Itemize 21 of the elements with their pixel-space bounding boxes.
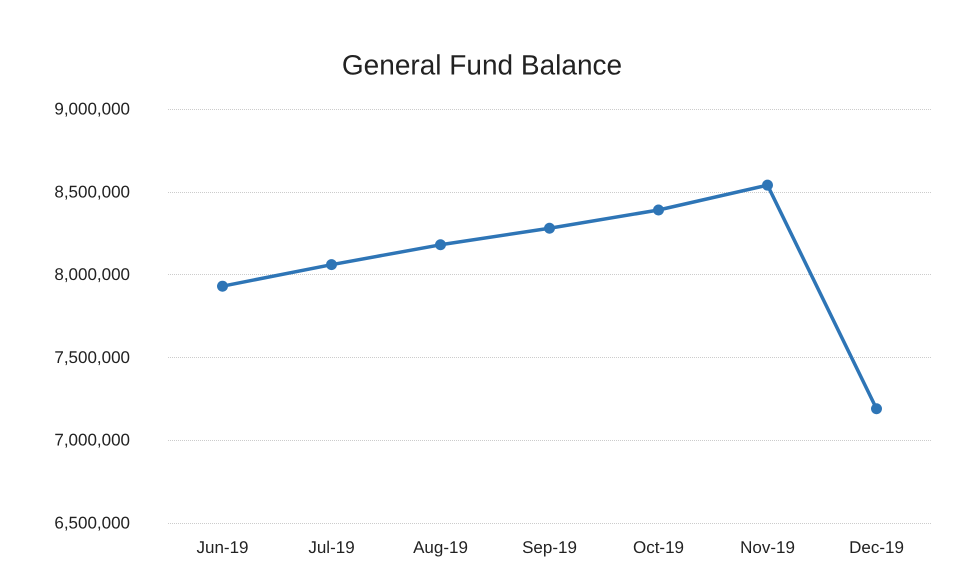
y-tick-label: 6,500,000 — [54, 514, 130, 532]
chart-title: General Fund Balance — [342, 50, 622, 80]
y-tick-label: 9,000,000 — [54, 100, 130, 118]
point — [326, 259, 337, 270]
y-tick-label: 7,500,000 — [54, 348, 130, 367]
point — [544, 222, 555, 234]
point — [871, 403, 882, 414]
point — [435, 239, 446, 250]
x-tick-label: Nov-19 — [740, 538, 795, 557]
x-tick-label: Jul-19 — [308, 538, 355, 557]
x-tick-label: Sep-19 — [522, 538, 577, 557]
x-tick-label: Dec-19 — [849, 538, 904, 557]
y-tick-label: 8,500,000 — [54, 182, 130, 202]
y-tick-label: 7,000,000 — [54, 430, 130, 450]
x-tick-label: Aug-19 — [413, 538, 468, 557]
x-tick-label: Jun-19 — [196, 538, 248, 557]
point — [217, 280, 228, 292]
point — [762, 180, 773, 191]
point — [653, 204, 664, 216]
y-tick-label: 8,000,000 — [54, 265, 130, 284]
x-tick-label: Oct-19 — [632, 538, 684, 557]
